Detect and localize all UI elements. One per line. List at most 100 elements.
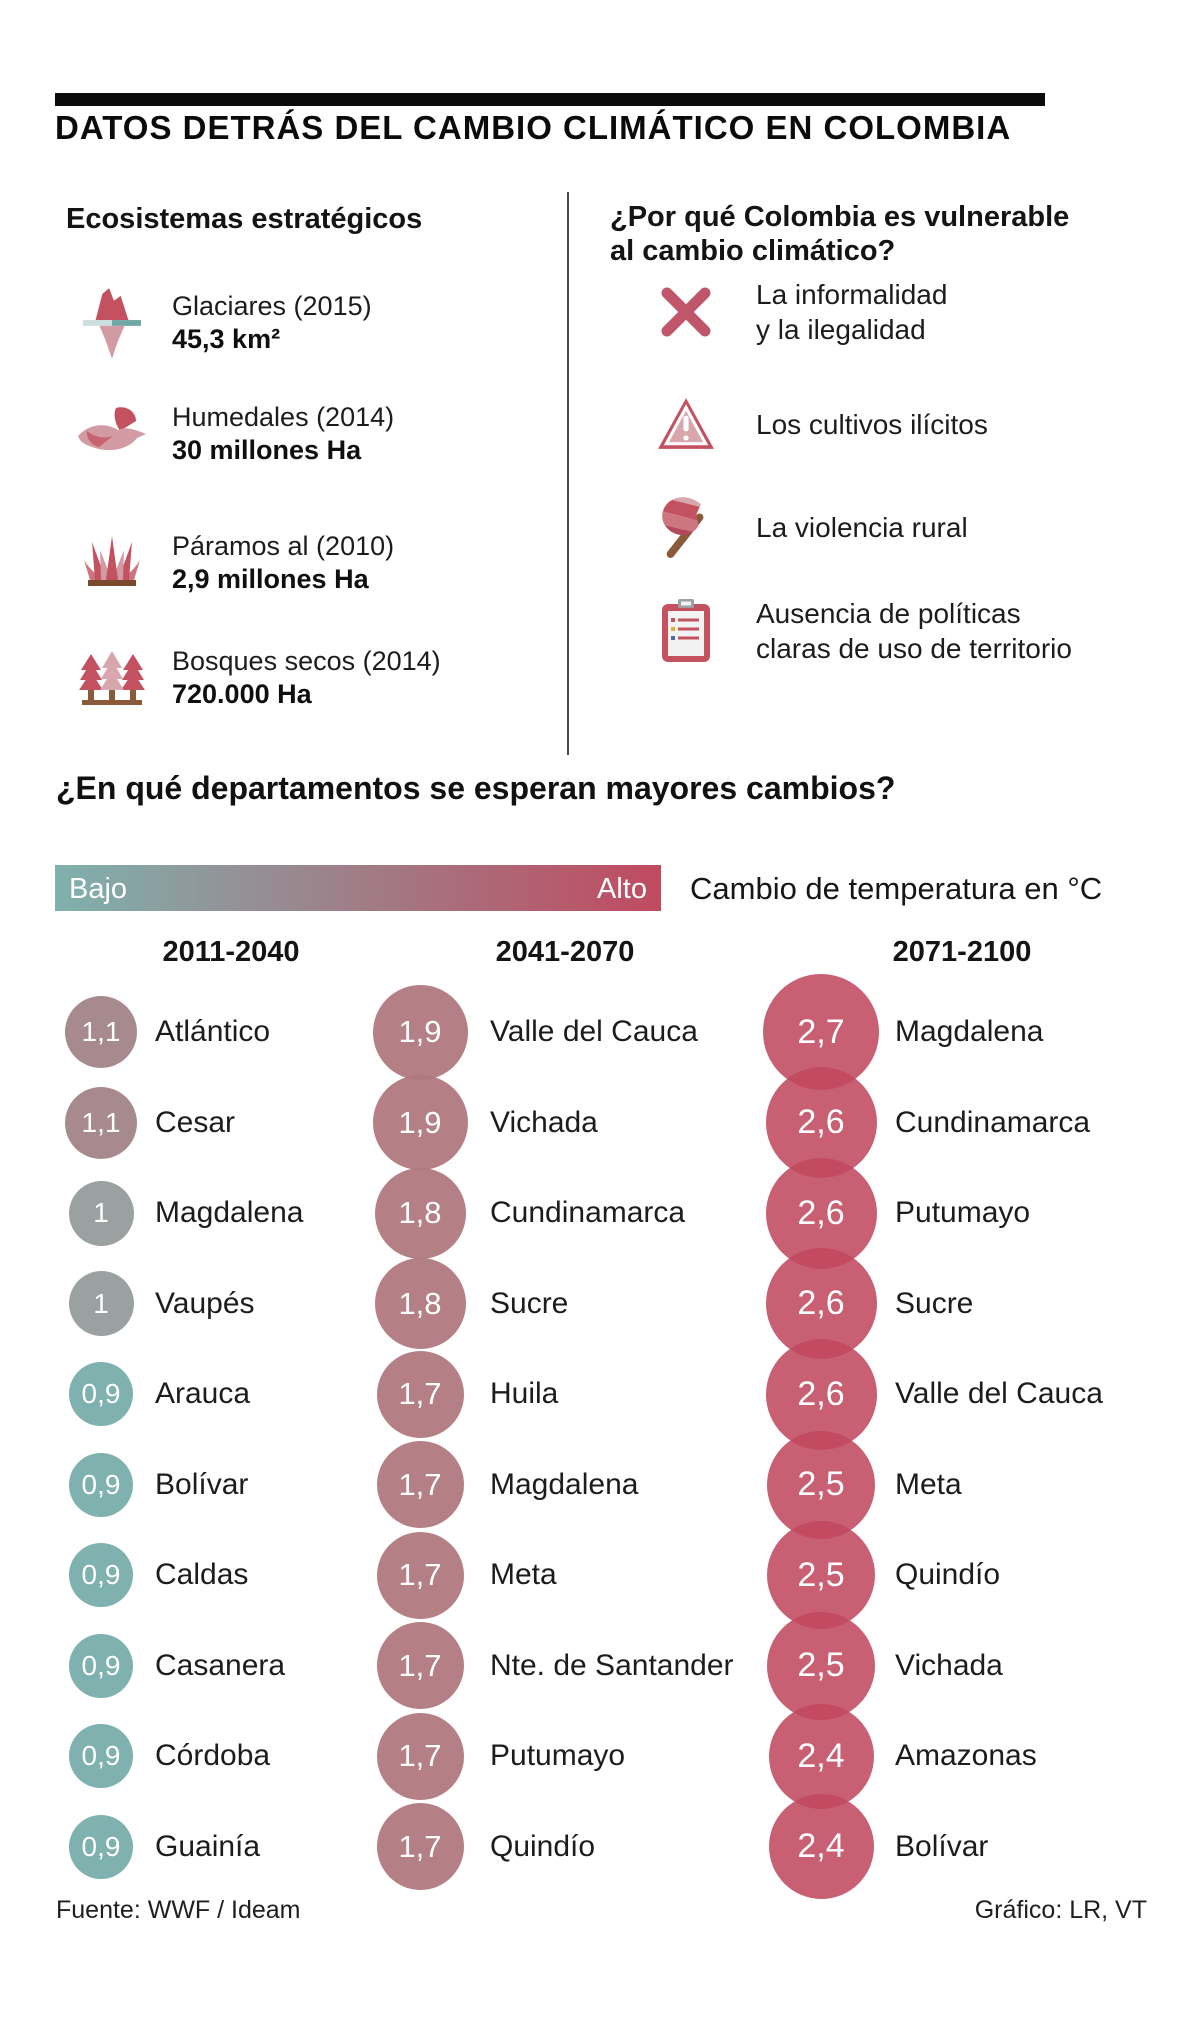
department-label: Vaupés: [155, 1286, 255, 1320]
section-divider: [567, 192, 569, 755]
vulnerability-label-line1: La informalidad: [756, 279, 948, 310]
department-label: Putumayo: [490, 1739, 626, 1772]
temperature-bubble: 1,7: [376, 1622, 464, 1709]
department-label: Quindío: [490, 1829, 596, 1863]
temperature-bubble: 1,7: [376, 1712, 464, 1800]
temperature-bubble: 0,9: [69, 1452, 133, 1517]
title-accent-bar: [55, 93, 1045, 106]
temperature-bubble: 0,9: [69, 1814, 133, 1879]
temperature-bubble: 1,7: [376, 1531, 464, 1619]
temperature-bubble: 0,9: [69, 1362, 133, 1426]
temperature-bubble: 1,7: [376, 1441, 464, 1528]
temperature-bubble: 2,7: [763, 974, 879, 1090]
temperature-bubble: 1,7: [376, 1803, 464, 1890]
glacier-icon: [66, 281, 158, 363]
department-label: Nte. de Santander: [490, 1648, 734, 1682]
ecosystem-label: Páramos al (2010): [172, 530, 395, 561]
ecosystem-label: Bosques secos (2014): [172, 645, 441, 676]
temperature-bubble: 2,6: [765, 1338, 877, 1450]
temperature-gradient-bar: Bajo Alto: [55, 865, 661, 911]
department-label: Cesar: [155, 1105, 236, 1139]
temperature-bubble: 1,1: [65, 1086, 137, 1159]
department-label: Meta: [895, 1467, 962, 1501]
temperature-bubble: 2,5: [767, 1521, 875, 1629]
department-label: Guainía: [155, 1829, 261, 1863]
vulnerability-label-line2: claras de uso de territorio: [756, 633, 1072, 664]
clipboard-icon: [648, 598, 724, 664]
credit-note: Gráfico: LR, VT: [974, 1896, 1147, 1924]
ecosystem-item-glaciers: Glaciares (2015) 45,3 km²: [66, 272, 372, 372]
period-header: 2071-2100: [892, 936, 1032, 968]
temperature-bubble: 1,9: [372, 1075, 468, 1170]
vulnerability-heading-line2: al cambio climático?: [610, 235, 896, 267]
vulnerability-item-illicit-crops: Los cultivos ilícitos: [648, 378, 988, 470]
department-label: Valle del Cauca: [490, 1015, 698, 1048]
temperature-bubble: 1: [68, 1180, 134, 1246]
legend-high-label: Alto: [597, 873, 647, 905]
temperature-bubble: 0,9: [69, 1543, 133, 1607]
temperature-bubble: 0,9: [69, 1724, 133, 1788]
ecosystems-heading: Ecosistemas estratégicos: [66, 203, 423, 235]
ecosystem-item-dry-forests: Bosques secos (2014) 720.000 Ha: [66, 630, 441, 724]
department-label: Sucre: [490, 1286, 569, 1320]
period-header: 2011-2040: [162, 936, 300, 968]
department-label: Sucre: [895, 1286, 974, 1320]
temperature-bubble: 1,1: [65, 996, 137, 1068]
ecosystem-label: Humedales (2014): [172, 401, 395, 432]
department-label: Arauca: [155, 1377, 251, 1410]
vulnerability-item-rural-violence: La violencia rural: [648, 482, 968, 572]
legend-caption: Cambio de temperatura en °C: [690, 871, 1103, 906]
vulnerability-label-line1: Ausencia de políticas: [756, 598, 1021, 629]
vulnerability-label-line1: La violencia rural: [756, 511, 968, 543]
department-label: Meta: [490, 1558, 557, 1591]
period-header: 2041-2070: [495, 936, 635, 968]
ecosystem-value: 720.000 Ha: [172, 678, 312, 709]
department-label: Huila: [490, 1377, 559, 1410]
cross-icon: [648, 285, 724, 339]
department-label: Vichada: [490, 1105, 598, 1139]
ecosystem-item-paramos: Páramos al (2010) 2,9 millones Ha: [66, 514, 394, 610]
department-label: Caldas: [155, 1558, 249, 1591]
temperature-bubble: 1,8: [374, 1167, 466, 1259]
department-label: Magdalena: [490, 1467, 639, 1501]
department-label: Magdalena: [155, 1196, 304, 1229]
vulnerability-item-policy-absence: Ausencia de políticas claras de uso de t…: [648, 584, 1072, 678]
ecosystem-value: 45,3 km²: [172, 323, 281, 354]
department-label: Amazonas: [895, 1739, 1037, 1772]
department-label: Bolívar: [895, 1829, 989, 1863]
temperature-bubble: 2,4: [768, 1794, 874, 1899]
ecosystem-item-wetlands: Humedales (2014) 30 millones Ha: [66, 385, 394, 481]
department-label: Casanera: [155, 1648, 286, 1682]
period-column-2011-2040: 2011-2040 1,1 Atlántico 1,1 Cesar 1 Magdalena 1…: [55, 930, 365, 1930]
temperature-bubble: 0,9: [69, 1633, 133, 1698]
temperature-bubble: 2,5: [767, 1430, 875, 1539]
department-label: Cundinamarca: [895, 1105, 1091, 1139]
period-column-2071-2100: 2071-2100 2,7 Magdalena 2,6 Cundinamarca 2,6 P…: [760, 930, 1200, 1930]
department-label: Bolívar: [155, 1467, 249, 1501]
ecosystem-value: 30 millones Ha: [172, 434, 362, 465]
paramo-plant-icon: [66, 532, 158, 592]
source-note: Fuente: WWF / Ideam: [56, 1896, 301, 1924]
axe-icon: [648, 496, 724, 558]
vulnerability-label-line1: Los cultivos ilícitos: [756, 408, 988, 440]
temperature-bubble: 1,8: [374, 1258, 466, 1349]
wetland-bird-icon: [66, 406, 158, 460]
temperature-bubble: 2,5: [767, 1611, 875, 1720]
department-label: Valle del Cauca: [895, 1377, 1103, 1410]
department-label: Quindío: [895, 1558, 1001, 1591]
department-label: Córdoba: [155, 1739, 271, 1772]
page-title: DATOS DETRÁS DEL CAMBIO CLIMÁTICO EN COL…: [55, 109, 1012, 146]
department-label: Putumayo: [895, 1196, 1031, 1229]
ecosystem-label: Glaciares (2015): [172, 290, 372, 321]
period-column-2041-2070: 2041-2070 1,9 Valle del Cauca 1,9 Vichada 1,8…: [372, 930, 743, 1930]
temperature-bubble: 1,7: [376, 1350, 464, 1438]
temperature-bubble: 1,9: [372, 984, 468, 1080]
chart-heading: ¿En qué departamentos se esperan mayores…: [56, 770, 896, 806]
vulnerability-item-informality: La informalidad y la ilegalidad: [648, 264, 947, 360]
dry-forest-icon: [66, 648, 158, 706]
temperature-bubble: 2,4: [768, 1703, 874, 1809]
warning-icon: [648, 396, 724, 452]
temperature-bubble: 1: [68, 1271, 134, 1336]
department-label: Cundinamarca: [490, 1196, 686, 1229]
vulnerability-heading-line1: ¿Por qué Colombia es vulnerable: [610, 201, 1070, 233]
